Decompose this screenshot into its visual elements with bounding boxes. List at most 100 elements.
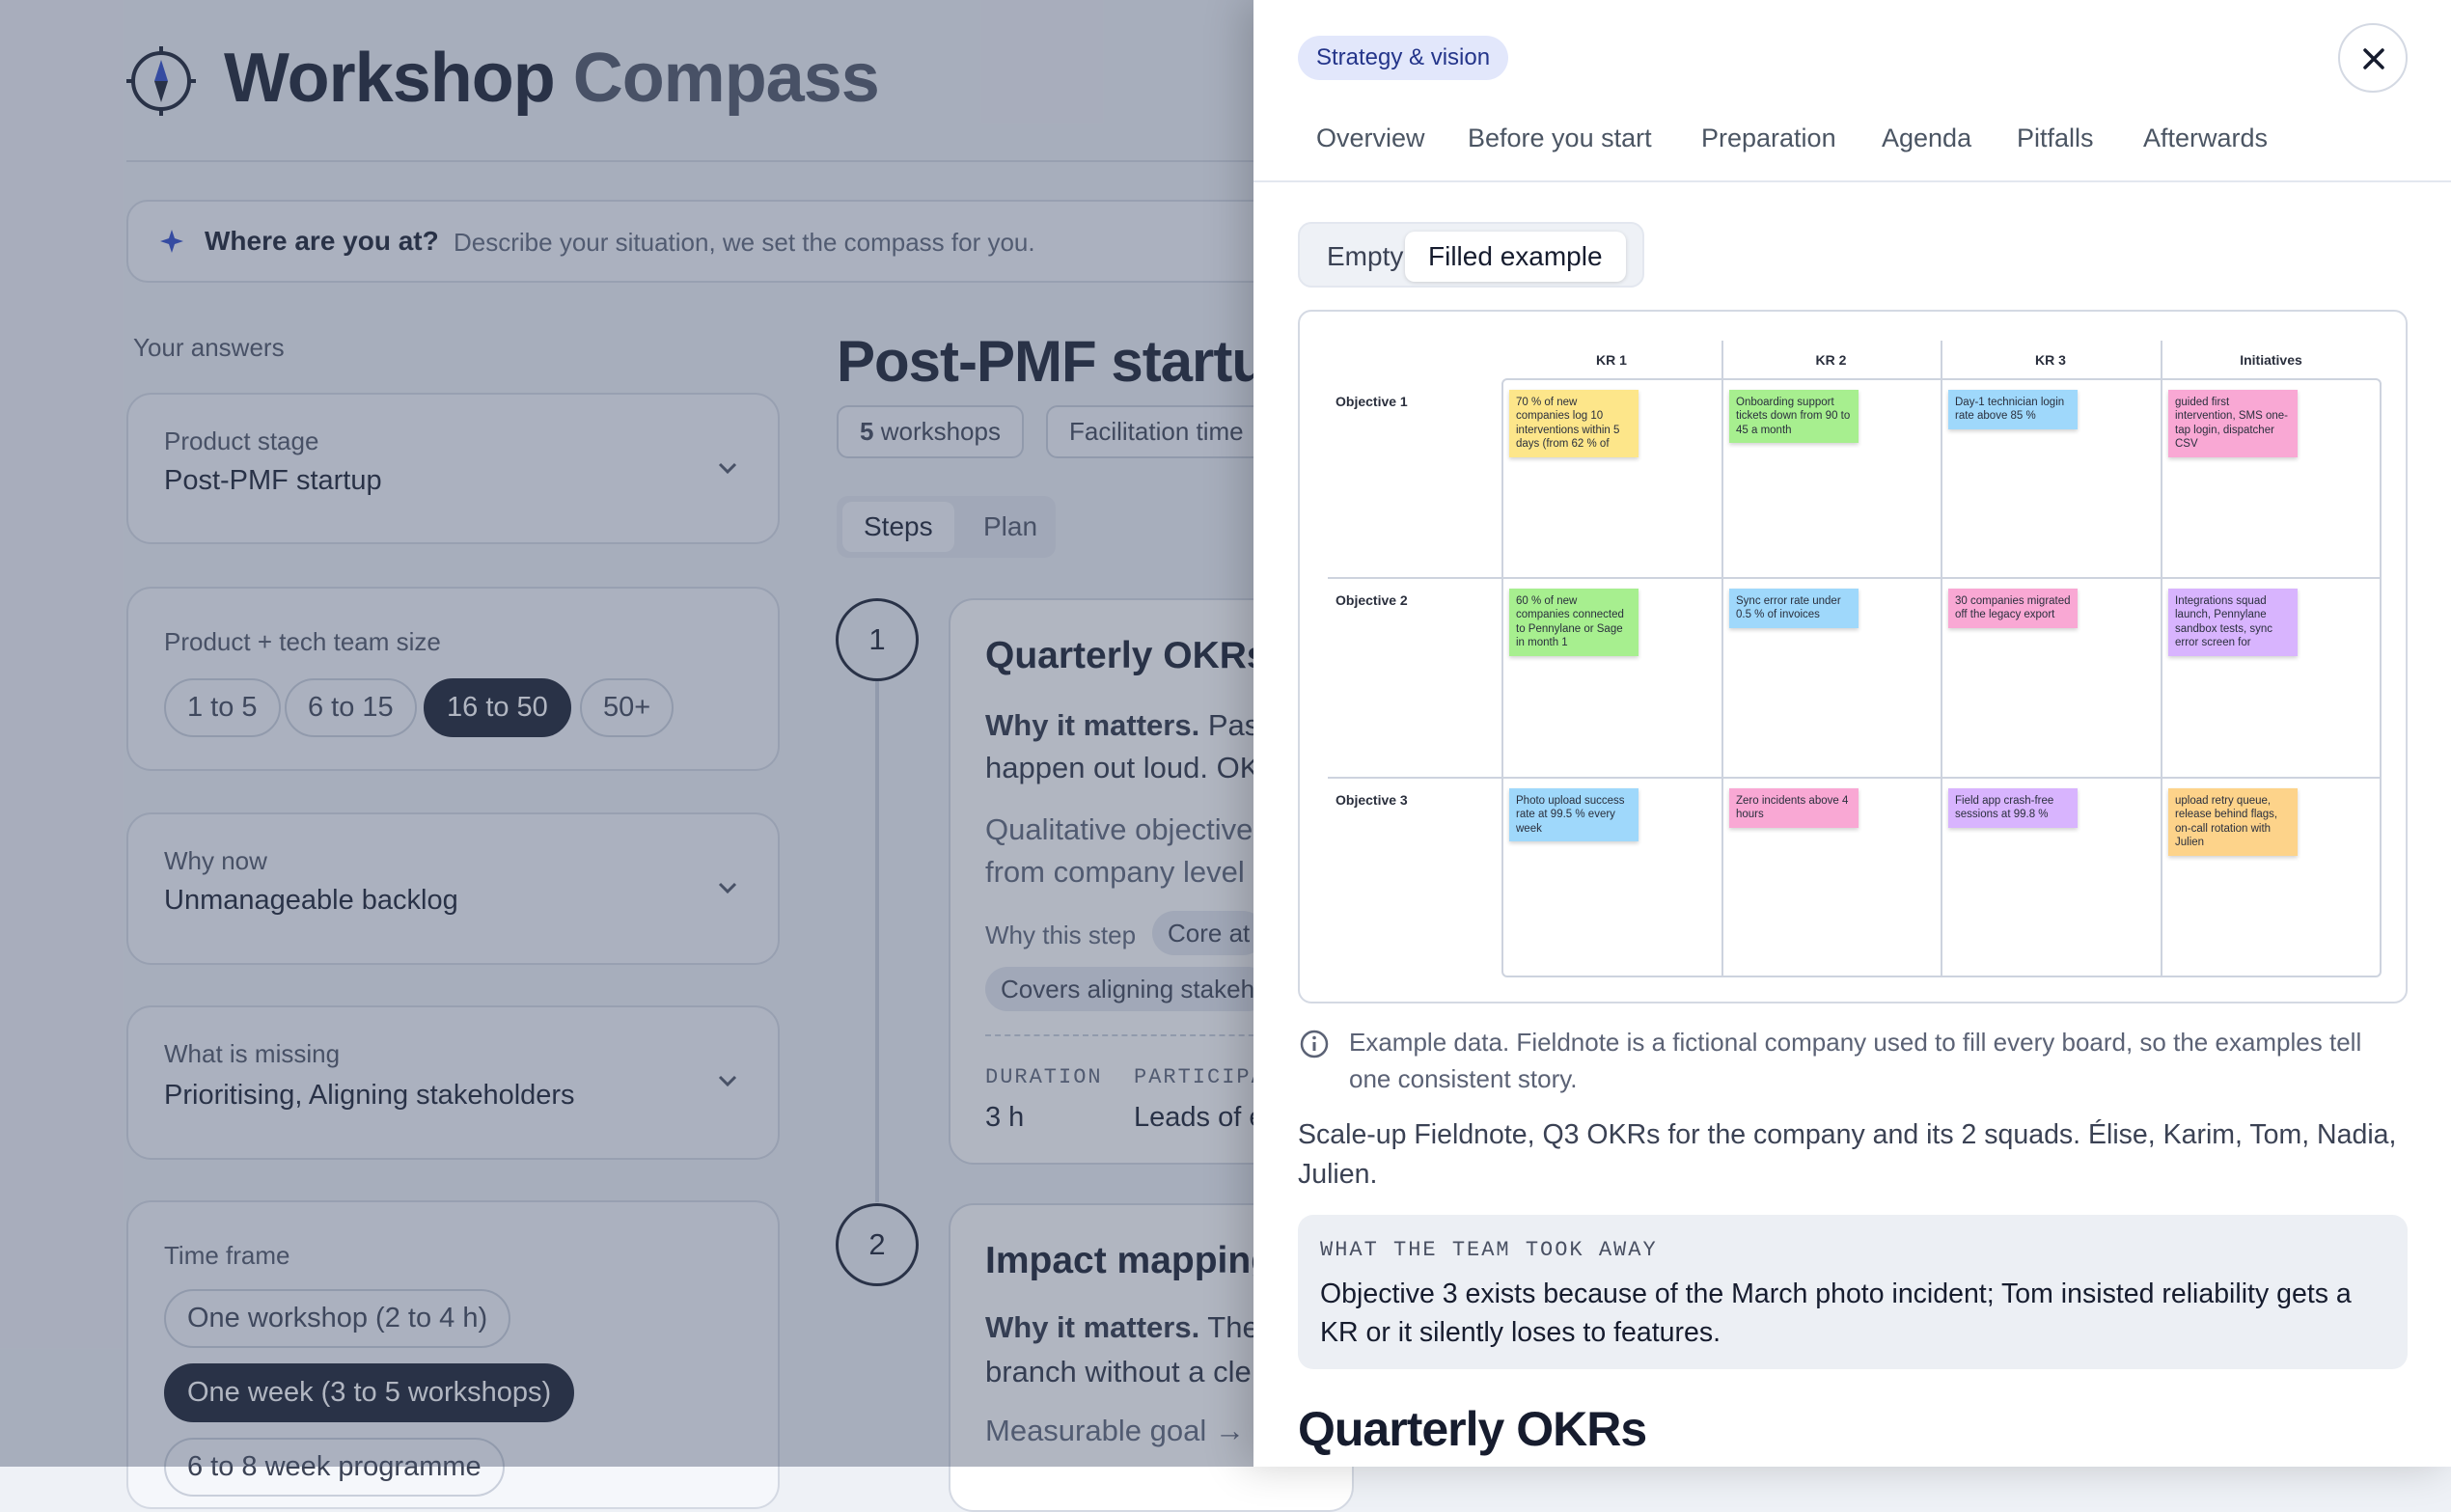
chevron [718, 882, 737, 894]
detail-line: Qualitative objective [985, 812, 1253, 846]
example-note: Example data. Fieldnote is a fictional c… [1349, 1028, 2362, 1093]
step-number: 2 [836, 1203, 919, 1286]
divider [985, 1034, 1352, 1036]
okr-board: KR 1 KR 2 KR 3 Initiatives Objective 1 70 % o… [1298, 310, 2408, 1003]
sticky-note: Day-1 technician login rate above 85 % [1948, 390, 2078, 429]
drawer-tab[interactable]: Afterwards [2143, 124, 2269, 152]
step-number: 1 [836, 598, 919, 681]
sticky-note: 70 % of new companies log 10 interventio… [1509, 390, 1639, 457]
grid-line [1721, 341, 1723, 977]
grid-line [1328, 577, 2382, 579]
workshop-count: 5 [860, 417, 874, 446]
select-card[interactable]: What is missing Prioritising, Aligning s… [126, 1005, 780, 1160]
prompt-label: Where are you at? [205, 226, 439, 256]
results-title: Post-PMF startu [837, 329, 1267, 394]
row-label: Objective 3 [1336, 792, 1408, 808]
sticky-note: Sync error rate under 0.5 % of invoices [1729, 589, 1859, 628]
sticky-note: 30 companies migrated off the legacy exp… [1948, 589, 2078, 628]
prompt-box[interactable]: Where are you at? Describe your situatio… [126, 200, 1284, 283]
why-line: The [1207, 1310, 1259, 1344]
category-tag: Strategy & vision [1298, 36, 1509, 80]
field-value: Prioritising, Aligning stakeholders [164, 1080, 575, 1111]
time-chip: Facilitation time [1046, 405, 1267, 458]
chevron [718, 462, 737, 475]
option-pill[interactable]: 1 to 5 [164, 678, 281, 737]
drawer-tab[interactable]: Overview [1316, 124, 1425, 152]
sticky-note: Field app crash-free sessions at 99.8 % [1948, 788, 2078, 828]
view-tab[interactable]: Plan [962, 502, 1059, 552]
title-main: Workshop [224, 40, 556, 117]
drawer-tab[interactable]: Agenda [1882, 124, 1972, 152]
step-title: Quarterly OKRs [985, 635, 1268, 676]
row-label: Objective 1 [1336, 394, 1408, 409]
takeaway-text: Objective 3 exists because of the March … [1320, 1278, 2352, 1348]
close-icon [2363, 48, 2384, 69]
divider [126, 160, 1253, 162]
chevron [718, 1075, 737, 1087]
why-line: branch without a cle [985, 1355, 1252, 1388]
drawer-tab[interactable]: Pitfalls [2017, 124, 2094, 152]
sticky-note: Zero incidents above 4 hours [1729, 788, 1859, 828]
sticky-note: 60 % of new companies connected to Penny… [1509, 589, 1639, 656]
column-header: KR 2 [1815, 352, 1847, 368]
info-icon [1300, 1030, 1329, 1058]
reason-chip: Core at [1152, 911, 1266, 955]
option-pill[interactable]: 16 to 50 [424, 678, 571, 737]
why-label: Why it matters. [985, 708, 1200, 742]
count-chip: 5 workshops [837, 405, 1024, 458]
step-why: Why it matters. The branch without a cle [985, 1306, 1259, 1394]
backdrop[interactable] [0, 0, 1253, 1467]
close-button[interactable] [2338, 23, 2408, 93]
grid-line [2161, 341, 2162, 977]
sparkle-icon [160, 230, 183, 253]
select-card[interactable]: Product stage Post-PMF startup [126, 393, 780, 544]
workshop-label: workshops [880, 417, 1001, 446]
reason-chip: Covers aligning stakeh [985, 967, 1271, 1011]
field-label: Time frame [164, 1241, 290, 1270]
detail-drawer: Strategy & vision Overview Before you sta… [1253, 0, 2451, 1467]
drawer-tab[interactable]: Preparation [1701, 124, 1836, 152]
sticky-note: upload retry queue, release behind flags… [2168, 788, 2298, 856]
section-title: Quarterly OKRs [1298, 1402, 1647, 1456]
column-header: KR 3 [2035, 352, 2066, 368]
why-line: happen out loud. OK [985, 751, 1260, 784]
view-toggle: Steps Plan [837, 496, 1056, 558]
reason-label: Why this step [985, 921, 1137, 949]
select-card[interactable]: Why now Unmanageable backlog [126, 812, 780, 965]
meta-label: PARTICIPA [1134, 1065, 1266, 1089]
option-pill[interactable]: One week (3 to 5 workshops) [164, 1363, 575, 1422]
view-tab[interactable]: Steps [842, 502, 954, 552]
row-label: Objective 2 [1336, 592, 1408, 608]
sticky-note: guided first intervention, SMS one-tap l… [2168, 390, 2298, 457]
takeaway-label: WHAT THE TEAM TOOK AWAY [1320, 1238, 1658, 1262]
compass-logo [126, 46, 196, 116]
timeline [875, 681, 879, 1202]
step-detail: Qualitative objective from company level [985, 809, 1253, 893]
drawer-tab[interactable]: Before you start [1468, 124, 1652, 152]
detail-line: from company level [985, 855, 1245, 889]
sticky-note: Onboarding support tickets down from 90 … [1729, 390, 1859, 444]
mode-button[interactable]: Filled example [1405, 232, 1626, 282]
field-value: Post-PMF startup [164, 465, 382, 496]
meta-value: Leads of e [1134, 1102, 1265, 1133]
option-pill[interactable]: 6 to 15 [285, 678, 417, 737]
title-accent: Compass [572, 40, 880, 117]
option-pill[interactable]: One workshop (2 to 4 h) [164, 1289, 511, 1348]
app-title: Workshop Compass [224, 39, 880, 118]
option-pill[interactable]: 50+ [580, 678, 675, 737]
field-label: Product stage [164, 426, 319, 455]
prompt-placeholder: Describe your situation, we set the comp… [454, 228, 1035, 257]
field-value: Unmanageable backlog [164, 885, 458, 916]
grid-line [1941, 341, 1942, 977]
field-label: What is missing [164, 1039, 341, 1068]
field-label: Product + tech team size [164, 627, 441, 656]
mode-toggle: Empty Filled example [1298, 222, 1644, 288]
grid-line [1328, 777, 2382, 779]
answers-heading: Your answers [133, 333, 285, 362]
meta-label: DURATION [985, 1065, 1103, 1089]
option-card: Time frame One workshop (2 to 4 h) One we… [126, 1200, 780, 1509]
mode-button[interactable]: Empty [1304, 232, 1426, 282]
why-label: Why it matters. [985, 1310, 1200, 1344]
